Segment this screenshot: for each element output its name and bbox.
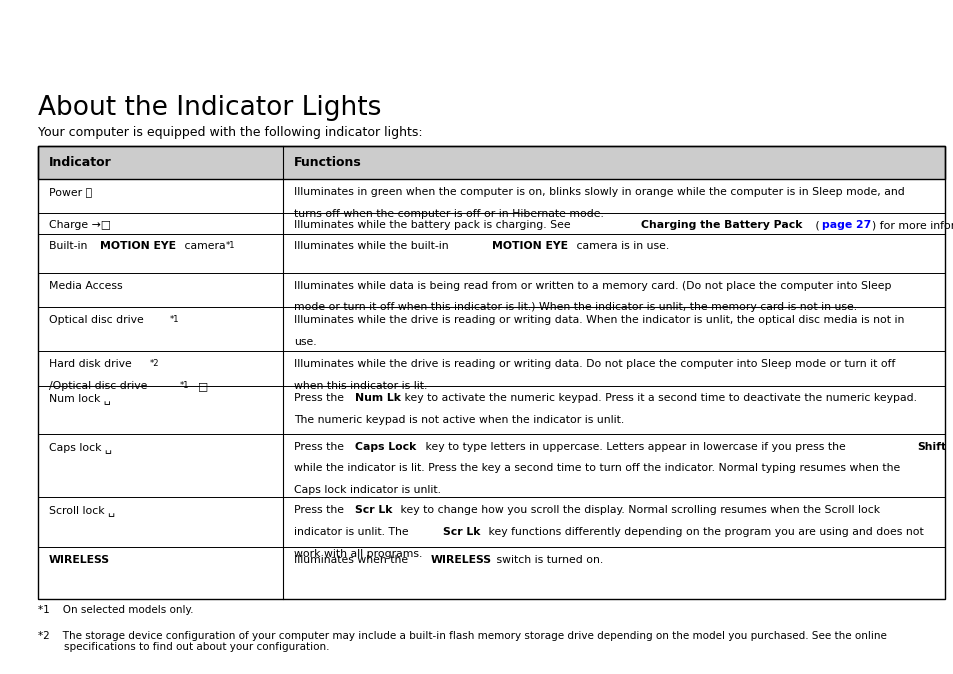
Text: MOTION EYE: MOTION EYE bbox=[492, 241, 567, 251]
Text: Charge →□: Charge →□ bbox=[49, 220, 111, 231]
Text: use.: use. bbox=[294, 337, 316, 347]
Text: Scr Lk: Scr Lk bbox=[355, 505, 392, 515]
Text: WIRELESS: WIRELESS bbox=[431, 555, 492, 565]
Text: □: □ bbox=[191, 381, 208, 391]
Text: Caps Lock: Caps Lock bbox=[355, 441, 416, 452]
Text: while the indicator is lit. Press the key a second time to turn off the indicato: while the indicator is lit. Press the ke… bbox=[294, 464, 899, 473]
Text: ◄ 22 ►: ◄ 22 ► bbox=[809, 11, 849, 24]
Bar bbox=[38, 146, 943, 599]
Text: *2: *2 bbox=[150, 359, 159, 368]
Text: Optical disc drive: Optical disc drive bbox=[49, 315, 144, 325]
Bar bbox=[38, 146, 943, 179]
Text: Scr Lk: Scr Lk bbox=[442, 527, 479, 537]
Text: key to activate the numeric keypad. Press it a second time to deactivate the num: key to activate the numeric keypad. Pres… bbox=[401, 394, 916, 404]
Text: Illuminates while the drive is reading or writing data. Do not place the compute: Illuminates while the drive is reading o… bbox=[294, 359, 894, 369]
Text: Functions: Functions bbox=[294, 156, 361, 169]
Text: key to type letters in uppercase. Letters appear in lowercase if you press the: key to type letters in uppercase. Letter… bbox=[421, 441, 848, 452]
Text: *1: *1 bbox=[179, 381, 189, 390]
Text: Num Lk: Num Lk bbox=[355, 394, 400, 404]
Text: *2    The storage device configuration of your computer may include a built-in f: *2 The storage device configuration of y… bbox=[38, 631, 886, 652]
Text: indicator is unlit. The: indicator is unlit. The bbox=[294, 527, 412, 537]
Text: MOTION EYE: MOTION EYE bbox=[100, 241, 175, 251]
Text: Illuminates while data is being read from or written to a memory card. (Do not p: Illuminates while data is being read fro… bbox=[294, 280, 890, 290]
Text: *1: *1 bbox=[226, 241, 235, 251]
Text: key functions differently depending on the program you are using and does not: key functions differently depending on t… bbox=[485, 527, 923, 537]
Text: Your computer is equipped with the following indicator lights:: Your computer is equipped with the follo… bbox=[38, 126, 422, 140]
Text: Getting Started: Getting Started bbox=[778, 44, 881, 57]
Text: Num lock ␣: Num lock ␣ bbox=[49, 394, 111, 404]
Text: mode or turn it off when this indicator is lit.) When the indicator is unlit, th: mode or turn it off when this indicator … bbox=[294, 303, 856, 313]
Text: Illuminates while the drive is reading or writing data. When the indicator is un: Illuminates while the drive is reading o… bbox=[294, 315, 903, 325]
Text: turns off when the computer is off or in Hibernate mode.: turns off when the computer is off or in… bbox=[294, 209, 603, 219]
Text: Press the: Press the bbox=[294, 505, 347, 515]
Text: Scroll lock ␣: Scroll lock ␣ bbox=[49, 505, 115, 516]
Text: page 27: page 27 bbox=[821, 220, 870, 231]
Text: Illuminates when the: Illuminates when the bbox=[294, 555, 411, 565]
Text: WIRELESS: WIRELESS bbox=[49, 555, 110, 565]
Text: Press the: Press the bbox=[294, 441, 347, 452]
Text: Power ⓘ: Power ⓘ bbox=[49, 187, 92, 197]
Text: ) for more information.: ) for more information. bbox=[871, 220, 953, 231]
Text: camera: camera bbox=[181, 241, 226, 251]
Text: *1: *1 bbox=[170, 315, 179, 324]
Text: About the Indicator Lights: About the Indicator Lights bbox=[38, 95, 381, 121]
Text: switch is turned on.: switch is turned on. bbox=[493, 555, 602, 565]
Text: Built-in: Built-in bbox=[49, 241, 91, 251]
Text: work with all programs.: work with all programs. bbox=[294, 549, 422, 559]
Text: Charging the Battery Pack: Charging the Battery Pack bbox=[640, 220, 801, 231]
Text: Media Access: Media Access bbox=[49, 280, 123, 290]
Text: *1    On selected models only.: *1 On selected models only. bbox=[38, 605, 193, 615]
Text: when this indicator is lit.: when this indicator is lit. bbox=[294, 381, 427, 391]
Text: Caps lock ␣: Caps lock ␣ bbox=[49, 441, 112, 453]
Text: Indicator: Indicator bbox=[49, 156, 112, 169]
Text: Shift: Shift bbox=[917, 441, 945, 452]
Text: VAIO: VAIO bbox=[21, 20, 99, 48]
Text: Hard disk drive: Hard disk drive bbox=[49, 359, 132, 369]
Text: camera is in use.: camera is in use. bbox=[573, 241, 669, 251]
Text: Illuminates in green when the computer is on, blinks slowly in orange while the : Illuminates in green when the computer i… bbox=[294, 187, 903, 197]
Text: Press the: Press the bbox=[294, 394, 347, 404]
Text: (: ( bbox=[811, 220, 819, 231]
Text: key to change how you scroll the display. Normal scrolling resumes when the Scro: key to change how you scroll the display… bbox=[397, 505, 880, 515]
Text: Illuminates while the built-in: Illuminates while the built-in bbox=[294, 241, 452, 251]
Text: /Optical disc drive: /Optical disc drive bbox=[49, 381, 147, 391]
Text: Caps lock indicator is unlit.: Caps lock indicator is unlit. bbox=[294, 485, 440, 495]
Text: The numeric keypad is not active when the indicator is unlit.: The numeric keypad is not active when th… bbox=[294, 415, 623, 425]
Text: Illuminates while the battery pack is charging. See: Illuminates while the battery pack is ch… bbox=[294, 220, 574, 231]
